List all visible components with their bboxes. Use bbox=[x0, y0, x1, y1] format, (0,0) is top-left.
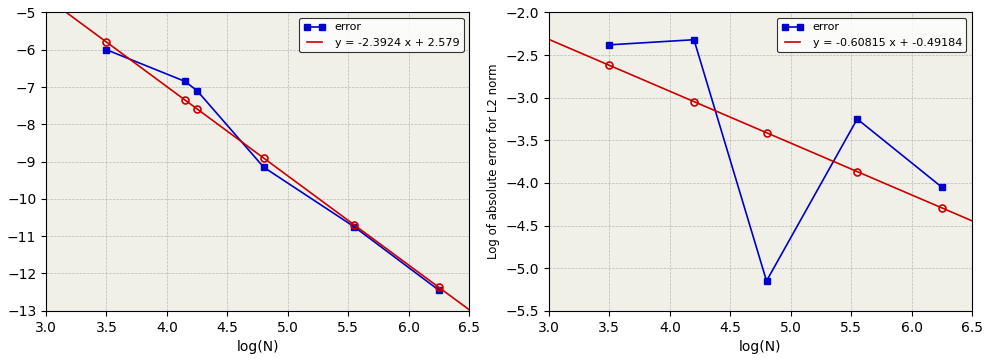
y = -2.3924 x + 2.579 bbox=[152, 78, 164, 83]
y = -0.60815 x + -0.49184 bbox=[568, 48, 580, 52]
error bbox=[760, 279, 772, 283]
error bbox=[179, 79, 191, 84]
error bbox=[688, 38, 700, 42]
error bbox=[191, 88, 203, 93]
y = -0.60815 x + -0.49184 bbox=[930, 203, 941, 208]
y = -0.60815 x + -0.49184 bbox=[944, 209, 956, 214]
Line: y = -2.3924 x + 2.579: y = -2.3924 x + 2.579 bbox=[47, 0, 469, 310]
Legend: error, y = -0.60815 x + -0.49184: error, y = -0.60815 x + -0.49184 bbox=[777, 18, 966, 52]
y = -2.3924 x + 2.579 bbox=[463, 308, 475, 312]
error bbox=[433, 288, 445, 292]
error bbox=[936, 185, 947, 190]
error bbox=[101, 48, 113, 52]
y = -0.60815 x + -0.49184 bbox=[622, 71, 634, 75]
Y-axis label: Log of absolute error for L2 norm: Log of absolute error for L2 norm bbox=[487, 64, 500, 259]
Line: y = -0.60815 x + -0.49184: y = -0.60815 x + -0.49184 bbox=[548, 39, 972, 221]
error bbox=[604, 43, 616, 47]
error bbox=[257, 165, 269, 169]
y = -0.60815 x + -0.49184 bbox=[543, 37, 554, 42]
error bbox=[851, 117, 863, 121]
Legend: error, y = -2.3924 x + 2.579: error, y = -2.3924 x + 2.579 bbox=[299, 18, 463, 52]
y = -0.60815 x + -0.49184 bbox=[560, 44, 572, 49]
y = -2.3924 x + 2.579 bbox=[119, 53, 131, 58]
X-axis label: log(N): log(N) bbox=[740, 340, 782, 354]
y = -0.60815 x + -0.49184 bbox=[966, 219, 978, 223]
y = -2.3924 x + 2.579 bbox=[65, 14, 77, 18]
Line: error: error bbox=[606, 36, 945, 284]
y = -2.3924 x + 2.579 bbox=[57, 8, 69, 12]
error bbox=[348, 225, 360, 229]
Line: error: error bbox=[103, 46, 443, 294]
y = -2.3924 x + 2.579 bbox=[442, 292, 453, 296]
X-axis label: log(N): log(N) bbox=[237, 340, 279, 354]
y = -2.3924 x + 2.579 bbox=[427, 281, 439, 285]
y = -0.60815 x + -0.49184 bbox=[655, 86, 667, 90]
